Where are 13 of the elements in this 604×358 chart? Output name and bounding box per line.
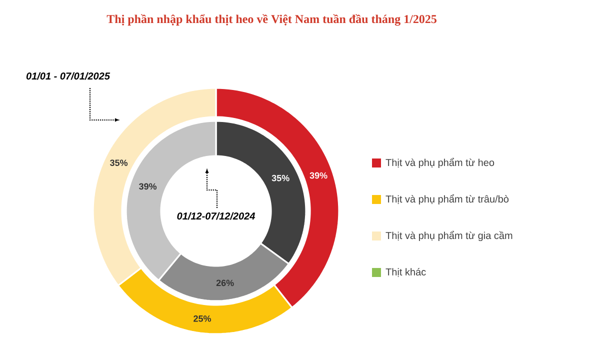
legend-label: Thịt và phụ phẩm từ heo: [386, 158, 494, 168]
data-label: 26%: [216, 280, 234, 286]
data-label: 35%: [272, 174, 290, 182]
legend-label: Thịt và phụ phẩm từ gia cầm: [386, 230, 512, 242]
legend-label: Thịt và phụ phẩm từ trâu/bò: [386, 194, 509, 205]
data-label: 39%: [310, 172, 328, 179]
text: 01/01 - 07/01/2025: [26, 72, 110, 80]
text: 01/12-07/12/2024: [177, 212, 256, 220]
legend-label: Thịt khác: [386, 268, 426, 277]
chart-title: Thị phần nhập khẩu thịt heo về Việt Nam tuần đầu tháng 1/2025: [106, 14, 436, 26]
data-label: 39%: [139, 183, 157, 190]
data-label: 25%: [194, 315, 212, 322]
data-label: 35%: [110, 160, 128, 166]
